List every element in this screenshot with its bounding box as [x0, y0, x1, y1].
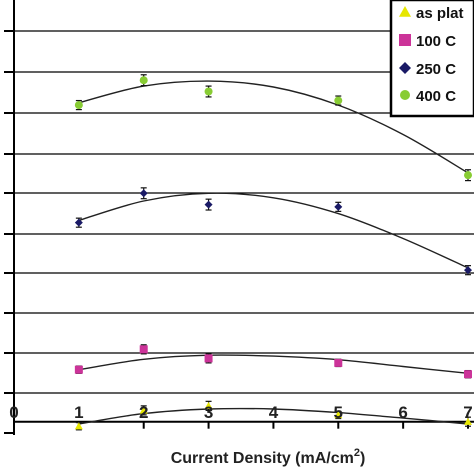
data-point: [74, 365, 83, 374]
x-axis-title: Current Density (mA/cm2): [171, 447, 366, 467]
legend-marker: [399, 34, 411, 46]
fit-curve: [78, 354, 469, 374]
data-point: [334, 202, 343, 211]
legend-marker: [399, 62, 411, 74]
legend-marker: [400, 90, 410, 100]
data-point: [334, 410, 343, 419]
fit-curves: [78, 80, 469, 425]
x-tick-label: 4: [269, 403, 279, 422]
legend: as plat 100 C 250 C 400 C: [389, 0, 474, 118]
data-point: [464, 370, 472, 379]
x-tick-label: 2: [139, 403, 148, 422]
data-point: [139, 345, 148, 354]
data-point: [74, 422, 83, 430]
x-tick-label: 7: [463, 403, 472, 422]
x-tick-label: 5: [334, 403, 343, 422]
data-point: [139, 406, 148, 414]
x-tick-label: 6: [398, 403, 407, 422]
legend-label: 100 C: [416, 33, 456, 50]
data-point: [204, 200, 213, 209]
x-tick-labels: 0 1 2 3 4 5 6 7: [9, 403, 472, 422]
data-point: [464, 171, 472, 180]
data-point: [334, 96, 343, 105]
data-point: [334, 358, 343, 367]
legend-label: as plat: [416, 5, 464, 22]
data-point: [204, 87, 213, 96]
x-tick-label: 0: [9, 403, 18, 422]
data-point: [204, 401, 213, 410]
fit-curve: [78, 192, 469, 269]
data-point: [464, 266, 472, 275]
data-point: [139, 189, 148, 198]
data-point: [74, 101, 83, 110]
data-point: [74, 218, 83, 227]
x-tick-label: 3: [204, 403, 213, 422]
legend-marker: [399, 6, 411, 17]
data-point: [139, 76, 148, 85]
legend-label: 400 C: [416, 88, 456, 105]
x-tick-label: 1: [74, 403, 83, 422]
grid-lines: [14, 30, 474, 394]
data-points: [74, 74, 472, 431]
data-point: [464, 417, 472, 425]
legend-label: 250 C: [416, 61, 456, 78]
data-point: [204, 354, 213, 363]
